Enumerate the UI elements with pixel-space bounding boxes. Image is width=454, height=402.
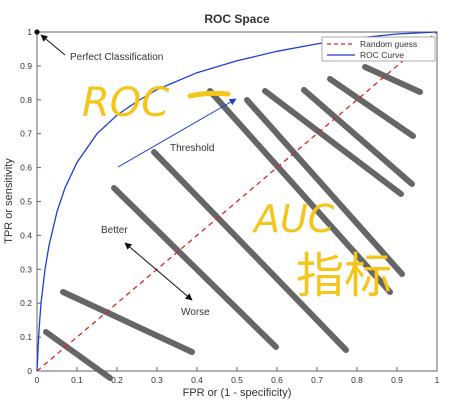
- x-tick-label: 1: [435, 375, 440, 385]
- series-line-random-guess: [36, 31, 438, 372]
- y-tick-label: 0.5: [20, 197, 32, 207]
- series-layer: [36, 31, 438, 372]
- handwritten-auc: AUC: [251, 197, 335, 241]
- hatch-stroke: [327, 76, 416, 139]
- hatch-stroke: [301, 87, 415, 187]
- worse-label: Worse: [181, 307, 210, 318]
- x-tick-label: 0.4: [191, 375, 203, 385]
- y-tick-label: 1: [27, 27, 32, 37]
- x-tick-label: 0.1: [71, 375, 83, 385]
- hatch-strokes: [43, 64, 423, 381]
- threshold-arrow: [117, 98, 237, 168]
- y-tick-label: 0: [27, 366, 32, 376]
- better-label: Better: [101, 225, 128, 236]
- x-tick-label: 0: [35, 375, 40, 385]
- y-tick-label: 0.2: [20, 298, 32, 308]
- perfect-classification-point: [34, 29, 40, 35]
- x-tick-label: 0.2: [111, 375, 123, 385]
- handwritten-roc-dash: [187, 90, 231, 99]
- x-tick-label: 0.3: [151, 375, 163, 385]
- threshold-label: Threshold: [170, 143, 214, 154]
- hatch-stroke: [60, 289, 195, 355]
- handwritten-indicator: 指标: [296, 248, 392, 304]
- hatch-stroke: [43, 329, 113, 381]
- hatch-stroke: [111, 185, 279, 350]
- x-tick-label: 0.9: [391, 375, 403, 385]
- better-worse-arrow: [124, 242, 193, 301]
- perfect-classification-label: Perfect Classification: [70, 52, 163, 63]
- x-tick-label: 0.7: [311, 375, 323, 385]
- perfect-classification-arrow: [40, 34, 66, 56]
- y-tick-label: 0.7: [20, 129, 32, 139]
- x-tick-label: 0.6: [271, 375, 283, 385]
- chart-title: ROC Space: [204, 12, 270, 26]
- hatch-stroke: [362, 64, 423, 95]
- x-axis-label: FPR or (1 - specificity): [183, 387, 292, 399]
- x-axis-ticks: 0 0.1 0.2 0.3 0.4 0.5 0.6 0.7 0.8 0.9 1: [35, 367, 440, 385]
- y-tick-label: 0.6: [20, 163, 32, 173]
- x-tick-label: 0.8: [351, 375, 363, 385]
- legend-label-random-guess: Random guess: [360, 39, 417, 49]
- hatch-stroke: [244, 97, 405, 277]
- y-axis-label: TPR or sensitivity: [3, 158, 15, 244]
- y-tick-label: 0.3: [20, 264, 32, 274]
- y-tick-label: 0.8: [20, 95, 32, 105]
- legend-box: [321, 36, 436, 62]
- hatch-stroke: [151, 149, 349, 353]
- y-tick-label: 0.4: [20, 230, 32, 240]
- handwritten-roc: ROC: [82, 80, 169, 126]
- hatch-stroke: [262, 88, 404, 197]
- y-tick-label: 0.9: [20, 61, 32, 71]
- y-axis-ticks: 0 0.1 0.2 0.3 0.4 0.5 0.6 0.7 0.8 0.9 1: [20, 27, 41, 376]
- x-tick-label: 0.5: [231, 375, 243, 385]
- handwritten-annotations: ROC AUC 指标: [82, 80, 392, 304]
- legend-label-roc-curve: ROC Curve: [360, 50, 404, 60]
- series-line-roc-curve: [36, 31, 438, 372]
- legend: Random guess ROC Curve: [321, 36, 436, 62]
- hatch-stroke: [207, 88, 393, 295]
- y-tick-label: 0.1: [20, 332, 32, 342]
